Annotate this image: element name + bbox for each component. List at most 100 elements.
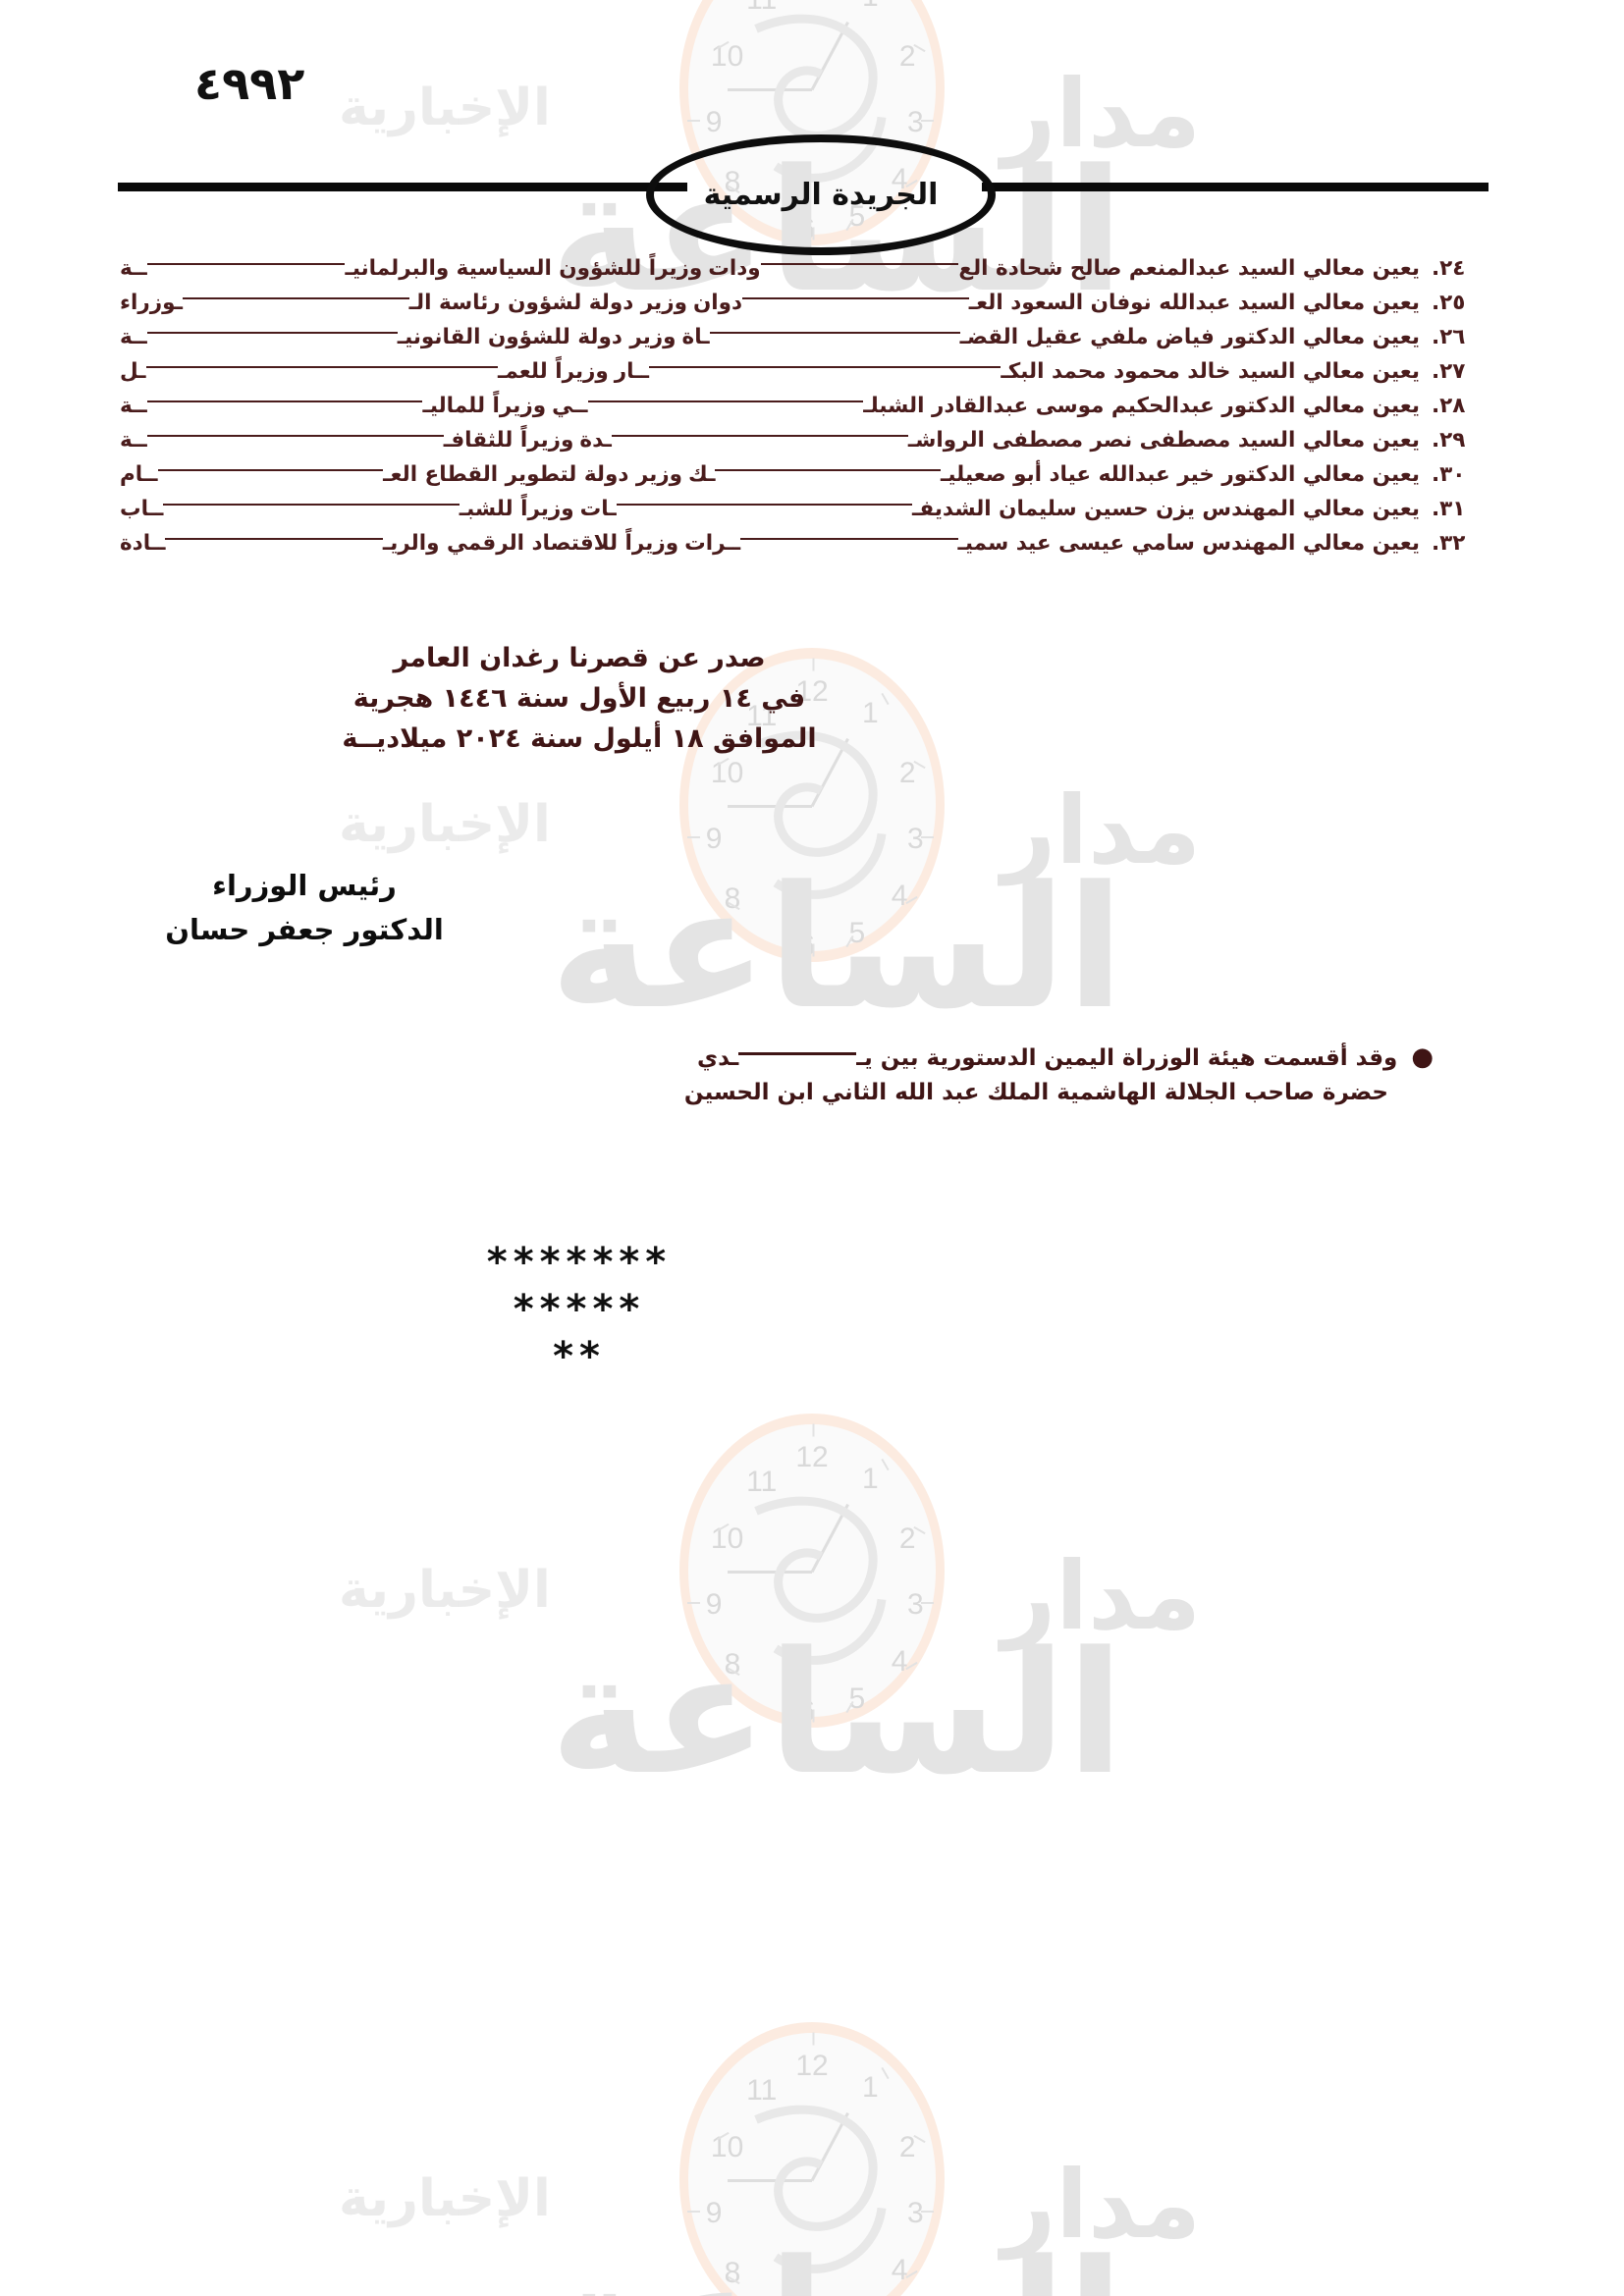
appointment-name-tail: ـاة [681, 324, 710, 349]
clock-number: 5 [849, 2291, 866, 2296]
appointment-name: يعين معالي الدكتور فياض ملفي عقيل القضـ [959, 324, 1420, 349]
appointment-post: وزيراً للماليـ [422, 393, 547, 418]
clock-tick [920, 836, 934, 838]
clock-number: 8 [724, 2257, 741, 2289]
clock-number: 4 [891, 1644, 908, 1678]
appointment-post-tail: ــة [120, 427, 147, 453]
appointment-name-tail: ـك [688, 461, 716, 487]
clock-number: 8 [724, 882, 741, 915]
clock-number: 9 [705, 2197, 723, 2230]
dotted-leader-post [146, 391, 423, 412]
dotted-leader-post [165, 528, 384, 550]
clock-tick [904, 1661, 918, 1671]
signature-name: الدكتور جعفر حسان [165, 913, 444, 946]
dotted-leader-name [611, 425, 908, 447]
appointment-name-tail: ودات [708, 255, 761, 281]
watermark-brand-main: مدار [1001, 2150, 1203, 2260]
clock-tick [727, 2276, 740, 2285]
clock-tick [687, 120, 701, 122]
clock-tick [812, 1423, 815, 1437]
clock-tick [727, 902, 740, 911]
appointment-row: ٣١. يعين معالي المهندس يزن حسين سليمان ال… [118, 494, 1492, 528]
appointment-post-tail: ــادة [119, 530, 166, 556]
appointment-post: وزيراً للشبـ [459, 496, 574, 521]
clock-number: 3 [906, 106, 924, 139]
appointments-list: ٢٤. يعين معالي السيد عبدالمنعم صالح شحادة… [118, 253, 1492, 562]
appointment-post-tail: ــة [119, 324, 147, 349]
dotted-leader-post [157, 459, 384, 481]
clock-number: 2 [898, 757, 916, 789]
clock-tick [717, 1523, 730, 1532]
clock-tick [912, 1526, 926, 1535]
separator-row-1: ******* [486, 1240, 673, 1285]
appointment-post-tail: ـل [119, 358, 146, 384]
watermark-brand-main: مدار [1001, 775, 1203, 885]
clock-tick [920, 2211, 934, 2213]
clock-tick [880, 1459, 890, 1471]
dotted-leader-name [587, 391, 864, 412]
clock-number: 1 [862, 0, 879, 14]
appointment-post: وزير دولة للشؤون القانونيـ [397, 324, 677, 349]
appointment-name-tail: ــار [614, 358, 649, 384]
appointment-name: يعين معالي المهندس سامي عيسى عيد سميـ [957, 530, 1420, 556]
clock-number: 4 [891, 2253, 908, 2286]
clock-tick [912, 44, 926, 53]
clock-number: 10 [710, 2131, 744, 2163]
appointment-row: ٢٦. يعين معالي الدكتور فياض ملفي عقيل الق… [118, 322, 1492, 356]
clock-tick [727, 1668, 740, 1677]
clock-number: 2 [898, 1522, 916, 1555]
watermark-brand-tag: الإخبارية [339, 795, 551, 854]
watermark-brand-tag: الإخبارية [339, 79, 551, 137]
clock-face [688, 2033, 936, 2296]
clock-number: 4 [891, 879, 908, 912]
signature-title: رئيس الوزراء [212, 869, 397, 902]
appointment-post: وزيراً للعمـ [497, 358, 609, 384]
watermark-tile: 12 1 2 3 4 5 6 8 9 10 11 [0, 1414, 1624, 2160]
appointment-number: ٢٦. [1432, 324, 1466, 349]
appointment-row: ٢٥. يعين معالي السيد عبدالله نوفان السعود… [118, 288, 1492, 322]
clock-number: 3 [906, 1588, 924, 1622]
clock-tick [880, 2067, 890, 2080]
bullet-icon: ● [1411, 1042, 1434, 1072]
watermark-brand-tag: الإخبارية [339, 1561, 551, 1620]
decree-line-2: في ١٤ ربيع الأول سنة ١٤٤٦ هجرية [352, 683, 806, 714]
page-number: ٤٩٩٢ [194, 57, 305, 110]
dotted-leader-post [145, 356, 499, 378]
clock-number: 10 [710, 40, 744, 73]
clock-tick [904, 895, 918, 905]
oath-text-line-2: حضرة صاحب الجلالة الهاشمية الملك عبد الل… [683, 1080, 1388, 1105]
clock-number: 3 [906, 2197, 924, 2230]
dotted-leader-post [163, 494, 460, 515]
appointment-number: ٢٨. [1432, 393, 1466, 418]
clock-number: 11 [746, 0, 777, 17]
appointment-post: وزيراً للشؤون السياسية والبرلمانيـ [345, 255, 703, 281]
appointment-name: يعين معالي المهندس يزن حسين سليمان الشدي… [912, 496, 1420, 521]
watermark-brand-second: الساعة [550, 849, 1128, 1046]
masthead-rule-left [118, 183, 687, 191]
appointment-post-tail: ــة [119, 255, 147, 281]
watermark-brand-second: الساعة [550, 1615, 1128, 1812]
signature-block: رئيس الوزراء الدكتور جعفر حسان [0, 864, 609, 952]
clock-tick [812, 943, 815, 957]
clock-tick [912, 761, 926, 770]
clock-number: 6 [798, 930, 815, 962]
clock-number: 1 [862, 1463, 879, 1496]
clock-tick [687, 1602, 701, 1604]
oath-line-1: ● وقد أقسمت هيئة الوزراة اليمين الدستوري… [118, 1042, 1434, 1080]
dotted-leader-post [182, 288, 409, 309]
clock-number: 12 [795, 2049, 829, 2082]
watermark-brand-second: الساعة [550, 2223, 1128, 2296]
dotted-leader-name [709, 322, 960, 344]
clock-number: 12 [795, 1440, 829, 1473]
clock-face [688, 1424, 936, 1717]
appointment-post-tail: ــاب [119, 496, 164, 521]
clock-tick [687, 2211, 701, 2213]
masthead-oval: الجريدة الرسمية [646, 134, 996, 255]
dotted-leader-name [715, 459, 941, 481]
decree-line-1: صدر عن قصرنا رغدان العامر [393, 643, 766, 673]
clock-minute-hand [728, 2179, 812, 2182]
appointment-row: ٣٠. يعين معالي الدكتور خير عبدالله عياد أ… [118, 459, 1492, 494]
clock-number: 5 [848, 917, 866, 950]
dotted-leader-name [648, 356, 1001, 378]
clock-number: 2 [898, 2131, 916, 2163]
